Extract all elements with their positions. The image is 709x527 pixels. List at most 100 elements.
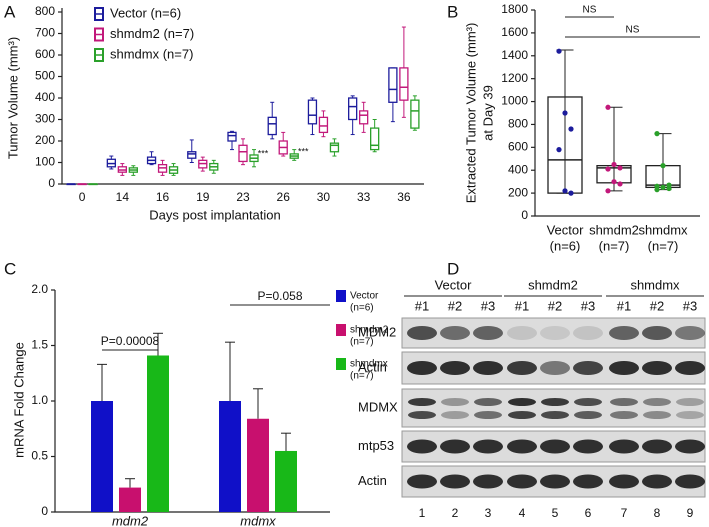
legend-note: (n=6) [350,303,374,314]
lane-label: #2 [650,298,664,313]
band [507,361,537,375]
y-tick-label: 200 [508,185,528,199]
legend-swatch [336,290,346,302]
y-tick-label: 0.5 [31,449,48,463]
band [440,361,470,375]
lane-label: #3 [481,298,495,313]
y-tick-label: 0 [48,176,55,190]
y-tick-label: 1.0 [31,393,48,407]
band [440,439,470,454]
group-label: Vector [435,277,473,292]
band [540,439,570,454]
x-tick-label: 19 [196,190,210,204]
band [675,361,705,375]
band [507,439,537,454]
band [609,439,639,454]
point [605,188,611,194]
y-axis-label: mRNA Fold Change [11,342,26,458]
box [388,67,398,103]
band [540,361,570,375]
x-tick-label: Vector [547,222,585,237]
band [540,326,570,340]
band [573,474,603,489]
x-tick-label: mdmx [240,513,276,527]
box [348,97,358,121]
panel-letter: D [447,259,459,278]
point [654,131,660,137]
band [408,411,436,419]
annotation: *** [298,146,309,156]
point [617,165,623,171]
annotation: NS [583,5,597,16]
point [611,161,617,168]
point [568,126,574,132]
legend-note: (n=7) [350,337,374,348]
panel-letter: A [4,2,16,21]
bar [91,401,113,512]
x-tick-label: shmdmx [638,222,688,237]
band [573,361,603,375]
group-label: shmdm2 [528,277,578,292]
annotation: P=0.058 [257,289,302,303]
y-tick-label: 800 [508,117,528,131]
band [440,326,470,340]
x-tick-label: 36 [397,190,411,204]
y-tick-label: 0 [521,208,528,222]
x-tick-note: (n=7) [648,238,679,253]
bar [147,355,169,512]
x-tick-note: (n=6) [550,238,581,253]
y-tick-label: 400 [508,162,528,176]
x-axis-label: Days post implantation [149,207,281,222]
lane-number: 3 [485,506,492,520]
point [568,190,574,196]
legend-label: Vector (n=6) [110,5,181,20]
point [605,104,611,110]
y-tick-label: 1800 [501,2,528,16]
lane-label: #2 [548,298,562,313]
y-tick-label: 1400 [501,48,528,62]
x-tick-note: (n=7) [599,238,630,253]
band [609,474,639,489]
band [441,411,469,419]
band [574,398,602,406]
band [507,326,537,340]
y-tick-label: 400 [35,90,55,104]
y-tick-label: 800 [35,4,55,18]
band [609,361,639,375]
band [473,474,503,489]
band [541,398,569,406]
y-tick-label: 200 [35,133,55,147]
band [407,326,437,340]
point [666,185,672,192]
x-tick-label: 0 [79,190,86,204]
band [440,474,470,489]
legend-label: shmdmx [350,359,388,370]
y-tick-label: 700 [35,26,55,40]
box [307,99,318,125]
lane-label: #1 [415,298,429,313]
row-label: mtp53 [358,438,394,453]
row-label: MDMX [358,399,398,414]
band [642,474,672,489]
band [643,411,671,419]
y-axis-label: Extracted Tumor Volume (mm³) [463,23,478,204]
lane-number: 6 [585,506,592,520]
lane-label: #3 [581,298,595,313]
legend-swatch [336,324,346,336]
band [541,411,569,419]
x-tick-label: 33 [357,190,371,204]
point [562,110,568,116]
lane-number: 9 [687,506,694,520]
lane-number: 5 [552,506,559,520]
lane-label: #2 [448,298,462,313]
box [227,131,237,142]
lane-number: 2 [452,506,459,520]
y-tick-label: 2.0 [31,282,48,296]
band [474,411,502,419]
band [643,398,671,406]
y-axis-label: at Day 39 [480,85,495,141]
lane-number: 7 [621,506,628,520]
bar [275,450,297,512]
